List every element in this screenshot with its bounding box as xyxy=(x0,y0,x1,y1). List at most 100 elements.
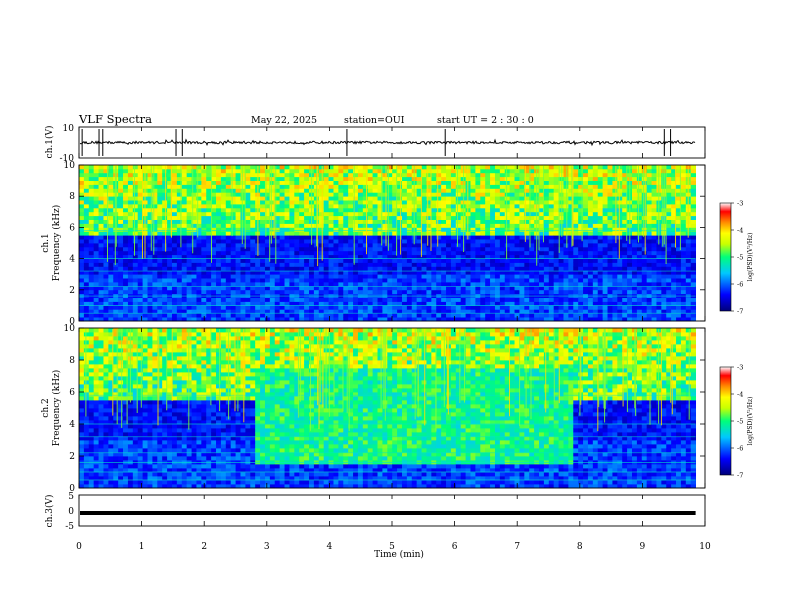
ch1-spec-cell xyxy=(372,246,378,252)
ch1-spec-cell xyxy=(631,246,638,252)
ch1-spec-cell xyxy=(680,250,687,256)
ch1-spec-cell xyxy=(167,192,173,197)
ch1-spec-cell xyxy=(592,250,599,256)
ch1-spec-cell xyxy=(666,215,672,220)
ch1-spec-cell xyxy=(631,172,638,178)
ch1-spec-cell xyxy=(167,180,173,185)
ch1-spec-cell xyxy=(108,270,114,275)
ch1-spec-cell xyxy=(348,204,354,209)
ch1-spec-cell xyxy=(240,262,246,267)
ch1-spec-cell xyxy=(524,270,530,275)
ch1-spec-cell xyxy=(666,219,672,224)
ch1-spec-cell xyxy=(103,211,109,217)
ch1-spec-cell xyxy=(666,266,672,271)
ch1-spec-cell xyxy=(171,207,178,213)
ch1-spec-cell xyxy=(382,227,388,232)
ch1-spec-cell xyxy=(646,200,652,205)
ch1-spec-cell xyxy=(191,262,197,267)
ch1-spec-cell xyxy=(524,227,530,232)
ch1-spec-cell xyxy=(470,227,476,232)
ch1-spec-cell xyxy=(578,262,584,267)
ch1-spec-cell xyxy=(152,254,158,259)
ch1-spec-cell xyxy=(250,168,256,174)
ch1-spec-cell xyxy=(98,239,104,244)
ch1-spec-cell xyxy=(367,282,374,287)
ch1-spec-cell xyxy=(583,246,589,252)
ch1-spec-cell xyxy=(343,289,349,295)
ch1-spec-cell xyxy=(480,204,486,209)
ch1-spec-cell xyxy=(558,165,564,170)
ch1-spec-cell xyxy=(211,262,217,267)
ch1-spec-cell xyxy=(450,235,457,240)
ch1-spec-cell xyxy=(485,278,491,283)
ch1-spec-cell xyxy=(289,309,295,314)
ch1-spec-cell xyxy=(230,282,236,287)
ch1-spec-cell xyxy=(406,188,413,193)
ch1-spec-cell xyxy=(372,168,378,174)
ch1-spec-cell xyxy=(181,285,188,291)
ch1-spec-cell xyxy=(431,215,437,220)
ch1-spec-cell xyxy=(431,309,437,314)
ch1-spec-cell xyxy=(127,204,134,209)
ch1-spec-cell xyxy=(568,246,574,252)
ch1-spec-cell xyxy=(79,207,85,213)
ch1-spec-cell xyxy=(348,317,354,322)
ch1-spec-cell xyxy=(294,258,300,263)
ch1-spec-cell xyxy=(519,297,525,302)
ch1-spec-cell xyxy=(176,254,183,259)
ch1-spec-cell xyxy=(176,243,183,248)
ch1-spec-cell xyxy=(573,207,579,213)
ch1-spec-cell xyxy=(79,168,85,174)
ch1-spec-cell xyxy=(504,278,511,283)
ch1-spec-cell xyxy=(343,184,349,189)
ch1-spec-cell xyxy=(680,254,687,259)
ch1-spec-cell xyxy=(622,297,628,302)
ch1-spec-cell xyxy=(323,258,329,263)
ch1-spec-cell xyxy=(406,250,413,256)
ch1-spec-cell xyxy=(485,180,491,185)
ch1-spec-cell xyxy=(676,282,682,287)
ch1-spec-cell xyxy=(465,301,471,306)
ch1-spec-cell xyxy=(235,204,241,209)
ch1-spec-cell xyxy=(631,196,638,201)
ch1-spec-cell xyxy=(367,289,374,295)
ch1-spec-cell xyxy=(123,172,129,178)
ch1-spec-cell xyxy=(631,250,638,256)
ch1-spec-cell xyxy=(475,297,481,302)
ch1-spec-cell xyxy=(651,297,657,302)
ch1-spec-cell xyxy=(343,172,349,178)
ch1-spec-cell xyxy=(539,278,545,283)
ch1-spec-cell xyxy=(176,270,183,275)
ch1-spec-cell xyxy=(392,227,398,232)
ch1-spec-cell xyxy=(494,270,501,275)
ch1-spec-cell xyxy=(274,278,281,283)
ch1-spec-cell xyxy=(201,215,207,220)
ch1-spec-cell xyxy=(519,250,525,256)
ch1-spec-cell xyxy=(377,243,383,248)
ch1-spec-cell xyxy=(636,215,643,220)
ch1-spec-cell xyxy=(514,301,520,306)
ch1-spec-cell xyxy=(328,313,334,318)
ch1-spec-cell xyxy=(646,250,652,256)
ch1-spec-cell xyxy=(597,192,604,197)
ch1-spec-cell xyxy=(548,180,555,185)
ch1-spec-cell xyxy=(401,297,408,302)
ch1-spec-cell xyxy=(176,172,183,178)
ch1-spec-cell xyxy=(230,176,236,181)
ch1-spec-cell xyxy=(152,211,158,217)
ch1-spec-cell xyxy=(323,219,329,224)
ch1-spec-cell xyxy=(406,246,413,252)
ch1-spec-cell xyxy=(573,204,579,209)
ch1-spec-cell xyxy=(529,211,535,217)
ch1-spec-cell xyxy=(631,270,638,275)
ch1-spec-cell xyxy=(543,317,550,322)
ch1-spec-cell xyxy=(421,317,427,322)
ch1-spec-cell xyxy=(631,266,638,271)
ch1-spec-cell xyxy=(123,258,129,263)
ch1-spec-cell xyxy=(264,219,271,224)
ch1-spec-cell xyxy=(269,243,276,248)
ch1-spec-cell xyxy=(113,278,119,283)
ch1-spec-cell xyxy=(299,305,305,310)
ch1-spec-cell xyxy=(176,192,183,197)
ch1-spec-cell xyxy=(260,305,266,310)
